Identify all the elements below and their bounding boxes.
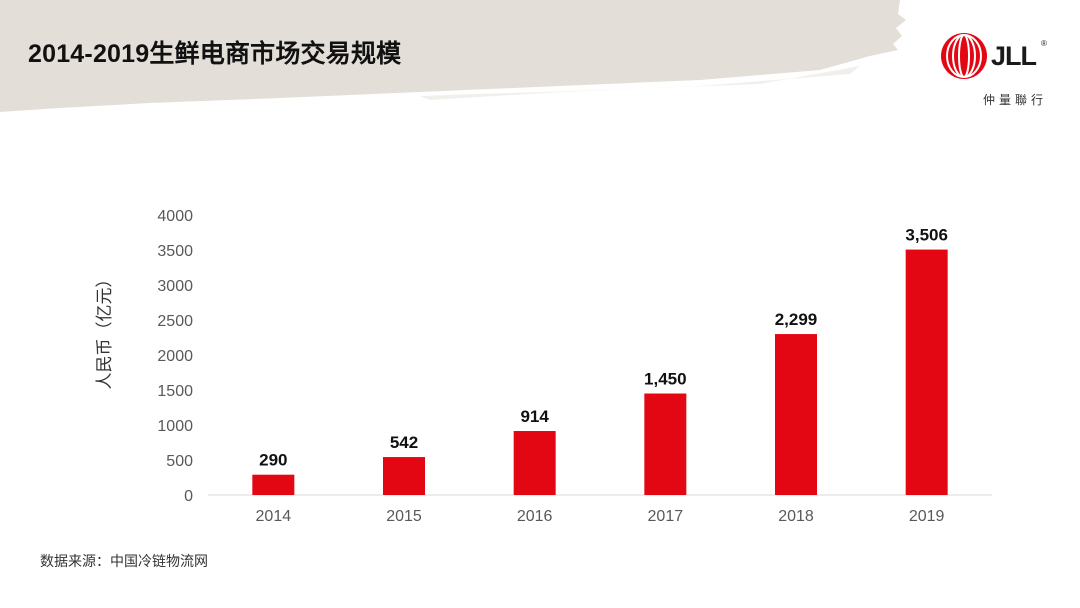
x-tick-label: 2018 (778, 508, 814, 525)
logo-subtitle: 仲量聯行 (983, 93, 1048, 107)
data-label: 290 (259, 451, 287, 470)
jll-logo: JLL ® 仲量聯行 (938, 30, 1058, 110)
x-tick-label: 2016 (517, 508, 553, 525)
bar-2018 (775, 334, 817, 495)
data-label: 1,450 (644, 370, 687, 389)
registered-mark: ® (1041, 39, 1047, 48)
page-title: 2014-2019生鲜电商市场交易规模 (28, 40, 402, 68)
bar-2017 (644, 393, 687, 495)
y-tick-label: 500 (166, 453, 193, 470)
source-note: 数据来源：中国冷链物流网 (40, 553, 208, 569)
data-labels: 290 542 914 1,450 2,299 3,506 (259, 226, 948, 470)
bar-2015 (383, 457, 425, 495)
y-tick-label: 3500 (157, 243, 193, 260)
y-tick-label: 2500 (157, 313, 193, 330)
data-label: 542 (390, 433, 418, 452)
y-tick-label: 2000 (157, 348, 193, 365)
x-tick-label: 2015 (386, 508, 422, 525)
data-label: 3,506 (905, 226, 948, 245)
y-tick-label: 3000 (157, 278, 193, 295)
brush-stroke-banner (0, 0, 906, 112)
bar-series (252, 249, 948, 495)
y-tick-label: 1500 (157, 383, 193, 400)
bar-2019 (905, 249, 948, 495)
x-axis-ticks: 2014 2015 2016 2017 2018 2019 (256, 508, 945, 525)
logo-wordmark: JLL (991, 41, 1037, 71)
x-tick-label: 2017 (648, 508, 684, 525)
y-axis-ticks: 0 500 1000 1500 2000 2500 3000 3500 4000 (157, 208, 193, 505)
data-label: 914 (520, 407, 549, 426)
x-tick-label: 2014 (256, 508, 292, 525)
bar-2016 (513, 431, 556, 495)
y-tick-label: 4000 (157, 208, 193, 225)
bar-2014 (252, 474, 295, 495)
y-axis-title: 人民币（亿元） (95, 271, 114, 390)
data-label: 2,299 (775, 310, 818, 329)
jll-globe-icon (941, 33, 987, 79)
x-tick-label: 2019 (909, 508, 945, 525)
y-tick-label: 0 (184, 488, 193, 505)
y-tick-label: 1000 (157, 418, 193, 435)
